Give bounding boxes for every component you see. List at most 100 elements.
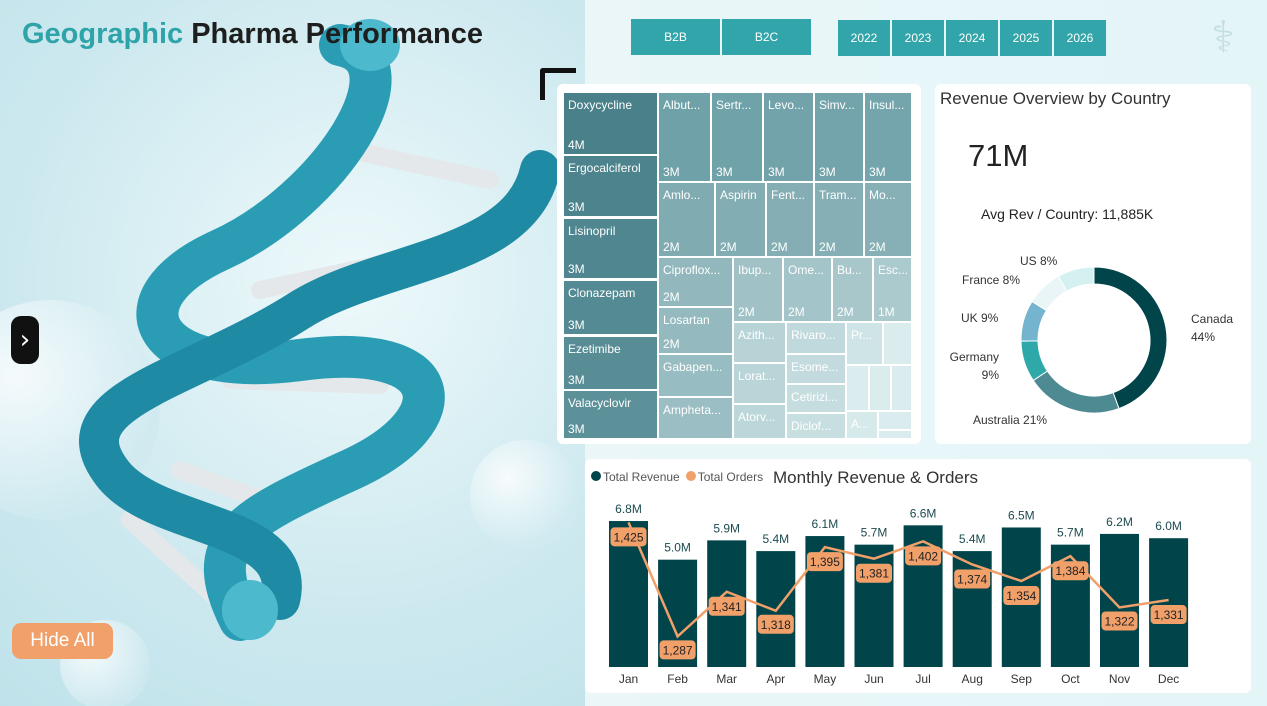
tile-value: 2M: [720, 240, 737, 254]
tile-name: Bu...: [837, 263, 862, 277]
treemap-tile[interactable]: Ezetimibe 3M: [563, 336, 658, 390]
tile-name: Albut...: [663, 98, 701, 112]
treemap-tile[interactable]: Azith...: [733, 322, 786, 363]
tile-value: 2M: [663, 290, 680, 304]
dna-helix-illustration: [79, 19, 560, 641]
tile-value: 3M: [663, 165, 680, 179]
tile-value: 2M: [771, 240, 788, 254]
total-revenue-kpi: 71M: [968, 138, 1029, 173]
treemap-tile[interactable]: Clonazepam 3M: [563, 280, 658, 335]
treemap-tile[interactable]: Mo... 2M: [864, 182, 912, 257]
tile-value: 2M: [788, 305, 805, 319]
treemap-tile[interactable]: Esome...: [786, 354, 846, 384]
tile-value: 2M: [663, 240, 680, 254]
treemap-tile[interactable]: Simv... 3M: [814, 92, 864, 182]
treemap-tile[interactable]: A...: [846, 411, 878, 439]
slicer-b2b[interactable]: B2B: [631, 19, 720, 55]
tile-name: Ampheta...: [663, 403, 722, 417]
treemap-tile[interactable]: Losartan 2M: [658, 307, 733, 354]
treemap-tile[interactable]: [878, 411, 912, 430]
hide-all-button[interactable]: Hide All: [12, 623, 113, 659]
monthly-chart-card: [585, 459, 1251, 693]
treemap-tile[interactable]: Rivaro...: [786, 322, 846, 354]
legend-revenue[interactable]: Total Revenue: [591, 470, 680, 484]
tile-name: Ome...: [788, 263, 825, 277]
treemap-tile[interactable]: Diclof...: [786, 413, 846, 439]
segment-slicer: B2B B2C: [631, 19, 811, 55]
treemap-tile[interactable]: Gabapen...: [658, 354, 733, 397]
title-accent: Geographic: [22, 18, 184, 50]
slicer-2022[interactable]: 2022: [838, 20, 890, 56]
tile-value: 3M: [716, 165, 733, 179]
tile-name: Pr...: [851, 328, 873, 342]
donut-label-us: US 8%: [1020, 254, 1058, 268]
tile-value: 2M: [819, 240, 836, 254]
treemap-tile[interactable]: Tram... 2M: [814, 182, 864, 257]
treemap-tile[interactable]: Ciproflox... 2M: [658, 257, 733, 307]
tile-value: 2M: [837, 305, 854, 319]
tile-name: Ciproflox...: [663, 263, 721, 277]
treemap-tile[interactable]: Atorv...: [733, 404, 786, 439]
caduceus-icon: ⚕: [1211, 12, 1235, 63]
treemap-tile[interactable]: Doxycycline 4M: [563, 92, 658, 155]
treemap-tile[interactable]: Aspirin 2M: [715, 182, 766, 257]
slicer-2024[interactable]: 2024: [946, 20, 998, 56]
treemap-tile[interactable]: Cetirizi...: [786, 384, 846, 413]
treemap-tile[interactable]: Levo... 3M: [763, 92, 814, 182]
tile-value: 2M: [738, 305, 755, 319]
donut-label-australia: Australia 21%: [973, 413, 1048, 427]
tile-name: Levo...: [768, 98, 805, 112]
tile-value: 1M: [878, 305, 895, 319]
treemap-tile[interactable]: Lorat...: [733, 363, 786, 404]
donut-label-canada: Canada 44%: [1191, 310, 1233, 346]
legend-orders[interactable]: Total Orders: [685, 470, 764, 484]
treemap-tile[interactable]: [878, 430, 912, 439]
focus-corner-icon: [540, 68, 576, 100]
treemap-tile[interactable]: [891, 365, 912, 411]
label-pct: 9%: [981, 368, 999, 382]
slicer-2025[interactable]: 2025: [1000, 20, 1052, 56]
treemap-tile[interactable]: Lisinopril 3M: [563, 218, 658, 279]
slicer-2023[interactable]: 2023: [892, 20, 944, 56]
treemap-tile[interactable]: Bu... 2M: [832, 257, 873, 322]
legend-dot: [685, 471, 696, 481]
tile-name: Fent...: [771, 188, 806, 202]
tile-name: Rivaro...: [791, 328, 836, 342]
tile-name: Clonazepam: [568, 286, 636, 300]
tile-name: Tram...: [819, 188, 857, 202]
tile-name: Mo...: [869, 188, 896, 202]
treemap-tile[interactable]: Ibup... 2M: [733, 257, 783, 322]
slicer-b2c[interactable]: B2C: [722, 19, 811, 55]
treemap-tile[interactable]: Insul... 3M: [864, 92, 912, 182]
tile-name: Ezetimibe: [568, 342, 621, 356]
treemap-tile[interactable]: Ampheta...: [658, 397, 733, 439]
tile-value: 2M: [869, 240, 886, 254]
treemap-tile[interactable]: Esc... 1M: [873, 257, 912, 322]
label-text: Germany: [949, 350, 999, 364]
chevron-right-icon: ›: [19, 325, 31, 355]
treemap-tile[interactable]: Amlo... 2M: [658, 182, 715, 257]
tile-name: A...: [851, 417, 870, 431]
tile-name: Insul...: [869, 98, 905, 112]
tile-value: 3M: [819, 165, 836, 179]
treemap-tile[interactable]: Ome... 2M: [783, 257, 832, 322]
treemap-tile[interactable]: Valacyclovir 3M: [563, 390, 658, 439]
treemap-tile[interactable]: Sertr... 3M: [711, 92, 763, 182]
legend-label: Total Orders: [697, 470, 764, 484]
treemap-tile[interactable]: [846, 365, 869, 411]
slicer-2026[interactable]: 2026: [1054, 20, 1106, 56]
nav-next-button[interactable]: ›: [11, 316, 39, 364]
treemap-tile[interactable]: Fent... 2M: [766, 182, 814, 257]
treemap-tile[interactable]: [869, 365, 891, 411]
treemap-tile[interactable]: Pr...: [846, 322, 883, 365]
bubble: [470, 440, 580, 550]
treemap-tile[interactable]: Albut... 3M: [658, 92, 711, 182]
donut-label-uk: UK 9%: [961, 311, 999, 325]
treemap-tile[interactable]: [883, 322, 912, 365]
tile-name: Esc...: [878, 263, 909, 277]
avg-revenue-per-country: Avg Rev / Country: 11,885K: [981, 206, 1154, 222]
tile-value: 3M: [568, 373, 585, 387]
treemap-tile[interactable]: Ergocalciferol 3M: [563, 155, 658, 217]
tile-name: Lorat...: [738, 369, 776, 383]
title-rest: Pharma Performance: [191, 18, 483, 50]
